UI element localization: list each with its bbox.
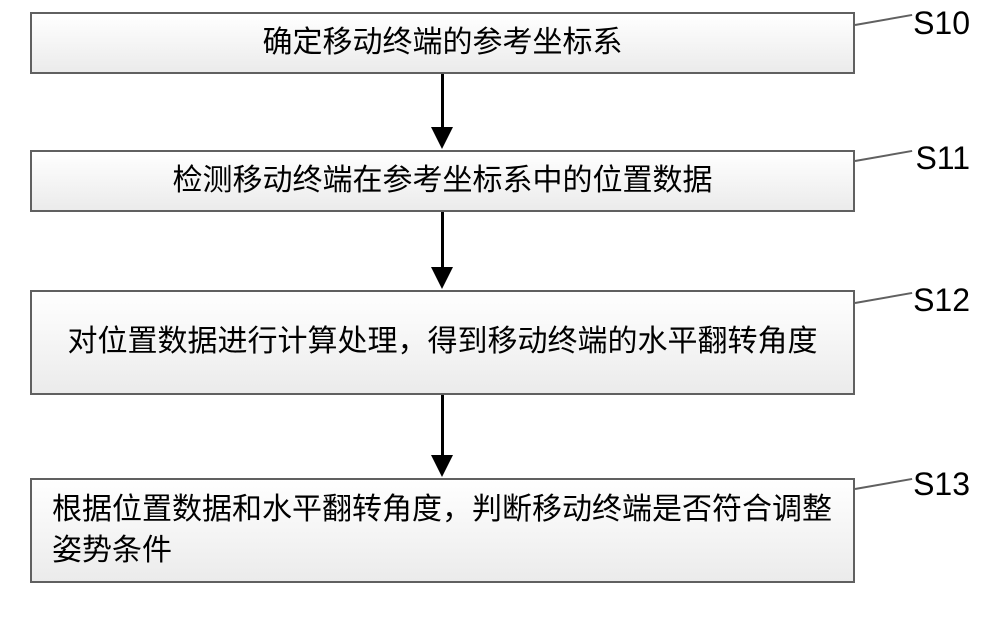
flowchart-node-s12: 对位置数据进行计算处理，得到移动终端的水平翻转角度 xyxy=(30,290,855,395)
flow-arrow xyxy=(431,212,453,289)
label-connector xyxy=(855,292,912,304)
flow-arrow xyxy=(431,395,453,477)
node-label-s12: S12 xyxy=(913,282,970,319)
flowchart-node-s11: 检测移动终端在参考坐标系中的位置数据 xyxy=(30,150,855,212)
node-text: 根据位置数据和水平翻转角度，判断移动终端是否符合调整姿势条件 xyxy=(52,490,833,571)
label-connector xyxy=(855,478,912,490)
node-text: 确定移动终端的参考坐标系 xyxy=(52,23,833,64)
node-label-s13: S13 xyxy=(913,466,970,503)
flowchart-node-s10: 确定移动终端的参考坐标系 xyxy=(30,12,855,74)
flow-arrow xyxy=(431,74,453,149)
node-label-s11: S11 xyxy=(915,140,970,177)
node-label-s10: S10 xyxy=(913,5,970,42)
flowchart-node-s13: 根据位置数据和水平翻转角度，判断移动终端是否符合调整姿势条件 xyxy=(30,478,855,583)
flowchart-container: 确定移动终端的参考坐标系 S10 检测移动终端在参考坐标系中的位置数据 S11 … xyxy=(0,0,1000,631)
node-text: 检测移动终端在参考坐标系中的位置数据 xyxy=(52,161,833,202)
label-connector xyxy=(855,14,912,26)
node-text: 对位置数据进行计算处理，得到移动终端的水平翻转角度 xyxy=(68,322,818,363)
label-connector xyxy=(855,150,912,162)
